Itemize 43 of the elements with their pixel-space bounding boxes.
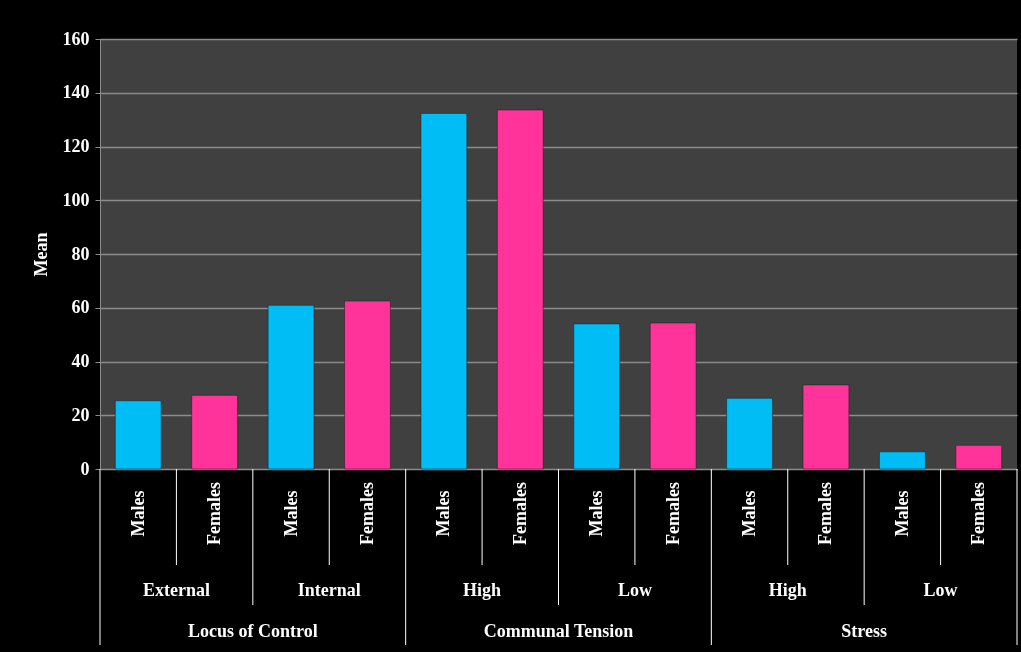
y-tick-label: 40 (71, 351, 90, 371)
bar (955, 445, 1002, 470)
y-tick-label: 160 (62, 28, 90, 49)
x-tick-label: Males (586, 490, 607, 537)
text: Stress (841, 621, 887, 641)
bar (802, 384, 850, 470)
y-tick-label: 0 (80, 458, 90, 479)
x-tick-label: Females (815, 482, 836, 545)
x-tick-label: Females (509, 482, 530, 545)
x-tick-label: Females (204, 482, 225, 545)
x-tick-label: Females (968, 482, 989, 545)
text: Low (617, 580, 652, 600)
text: High (463, 580, 502, 600)
x-tick-label: Males (433, 490, 454, 537)
text: Low (923, 580, 958, 600)
x-tick-label: Males (280, 490, 301, 537)
x-tick-label: Females (356, 482, 377, 545)
bar (420, 113, 468, 470)
y-tick-label: 140 (62, 82, 90, 103)
text: Internal (297, 580, 361, 600)
y-tick-label: 80 (71, 243, 90, 264)
y-tick-label: 60 (71, 297, 90, 318)
text: Communal Tension (483, 621, 634, 641)
bar (344, 300, 391, 470)
y-axis-title: Mean (30, 232, 51, 277)
bar (573, 323, 620, 470)
bar (497, 109, 544, 470)
bar (267, 305, 315, 470)
text: High (768, 580, 807, 600)
x-tick-label: Males (127, 490, 148, 537)
bar (726, 398, 773, 470)
bar (191, 395, 238, 470)
y-tick-label: 20 (71, 404, 90, 425)
bar (115, 400, 162, 470)
x-tick-label: Males (739, 490, 760, 537)
x-tick-label: Females (662, 482, 683, 545)
bar (879, 451, 926, 470)
x-tick-label: Males (891, 490, 912, 537)
text: External (142, 580, 210, 600)
text: Locus of Control (187, 621, 318, 641)
y-tick-label: 100 (62, 189, 90, 210)
y-tick-label: 120 (62, 136, 90, 156)
bar (649, 322, 697, 470)
